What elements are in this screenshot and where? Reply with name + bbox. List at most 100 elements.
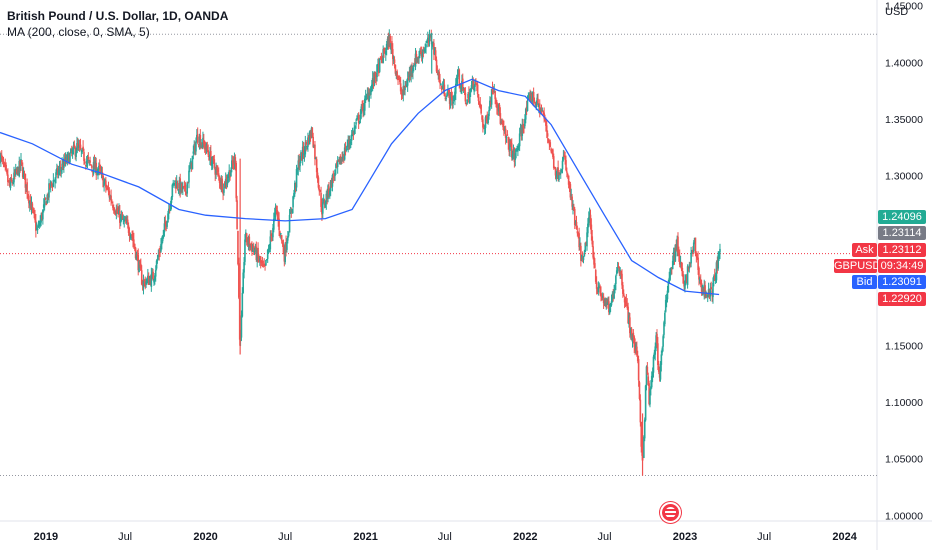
candle-body (186, 182, 189, 194)
indicator-legend[interactable]: MA (200, close, 0, SMA, 5) (7, 25, 150, 39)
candle-body (295, 169, 298, 188)
candle-body (233, 157, 236, 164)
candle-body (107, 188, 110, 192)
candle-body (552, 149, 554, 158)
candle-body (644, 385, 647, 421)
candle-body (122, 218, 125, 220)
x-tick-label: 2020 (193, 531, 217, 543)
candle-body (396, 71, 398, 78)
candle-body (677, 236, 679, 254)
candle-body (663, 322, 665, 335)
candle-body (699, 279, 702, 285)
price-label-low: 1.22920 (878, 292, 926, 306)
candle-body (206, 145, 209, 151)
candle-body (133, 243, 136, 250)
candle-body (46, 194, 49, 204)
candle-body (95, 162, 98, 175)
candle-body (304, 142, 307, 155)
candle-body (597, 286, 600, 293)
candle-body (42, 209, 44, 220)
candle-body (440, 85, 443, 90)
candle-body (45, 201, 48, 206)
currency-label[interactable]: USD (885, 6, 909, 18)
candle-body (113, 209, 116, 213)
countdown-label: 09:34:49 (878, 259, 926, 273)
candle-body (273, 218, 275, 230)
candle-body (517, 146, 519, 152)
candle-body (21, 166, 24, 178)
candle-body (50, 182, 53, 184)
candle-body (187, 182, 189, 184)
candle-body (578, 233, 580, 248)
candle-body (422, 50, 425, 52)
candle-body (231, 160, 234, 164)
candle-body (434, 50, 437, 61)
candle-body (487, 116, 489, 124)
candle-body (713, 274, 716, 281)
candle-body (573, 206, 575, 210)
candle-body (614, 285, 616, 289)
candle-body (717, 254, 720, 269)
candle-body (134, 247, 137, 259)
x-tick-label: 2022 (513, 531, 537, 543)
candle-body (404, 85, 406, 90)
candle-body (601, 296, 604, 298)
candle-body (161, 235, 164, 242)
candle-body (346, 145, 349, 147)
candle-body (78, 145, 81, 147)
candle-body (477, 94, 480, 102)
candle-body (254, 246, 257, 252)
candle-body (619, 270, 622, 273)
candle-body (368, 92, 370, 102)
candle-body (562, 156, 565, 160)
candle-body (691, 250, 693, 253)
candle-body (457, 70, 460, 75)
candle-body (398, 77, 400, 80)
candle-body (340, 158, 342, 165)
candle-body (54, 178, 56, 183)
candle-body (623, 298, 626, 303)
candle-body (526, 100, 529, 111)
candle-body (608, 301, 610, 313)
candle-body (283, 250, 286, 262)
x-tick-label: Jul (438, 531, 452, 543)
ask-tag: Ask (852, 243, 877, 257)
candle-body (59, 166, 62, 170)
candle-body (333, 176, 335, 178)
candle-body (400, 92, 403, 94)
candle-body (135, 253, 138, 260)
candle-body (86, 159, 89, 162)
candle-body (264, 263, 266, 266)
candle-body (289, 211, 292, 215)
candle-body (388, 35, 391, 47)
candle-body (448, 93, 451, 104)
candle-body (220, 179, 223, 187)
candle-body (375, 77, 377, 79)
candle-body (436, 71, 439, 73)
candle-body (560, 169, 563, 173)
candle-body (397, 77, 399, 80)
candle-body (461, 78, 464, 91)
candle-body (39, 220, 42, 226)
candle-body (590, 224, 593, 235)
candle-body (710, 287, 713, 290)
candle-body (586, 232, 588, 247)
candle-body (553, 166, 556, 168)
candle-body (273, 212, 276, 218)
candle-body (243, 262, 245, 273)
candle-body (285, 242, 287, 250)
us-flag-economic-event-icon[interactable] (660, 502, 681, 523)
candle-body (433, 43, 435, 55)
candle-body (88, 160, 91, 162)
candle-body (616, 267, 619, 272)
candle-body (49, 181, 52, 187)
candle-body (634, 344, 636, 351)
candle-body (33, 210, 35, 215)
candle-body (147, 275, 149, 280)
candle-body (318, 188, 321, 192)
candle-body (515, 150, 517, 152)
candle-body (496, 102, 498, 108)
candle-body (154, 275, 156, 281)
candle-body (58, 166, 61, 169)
